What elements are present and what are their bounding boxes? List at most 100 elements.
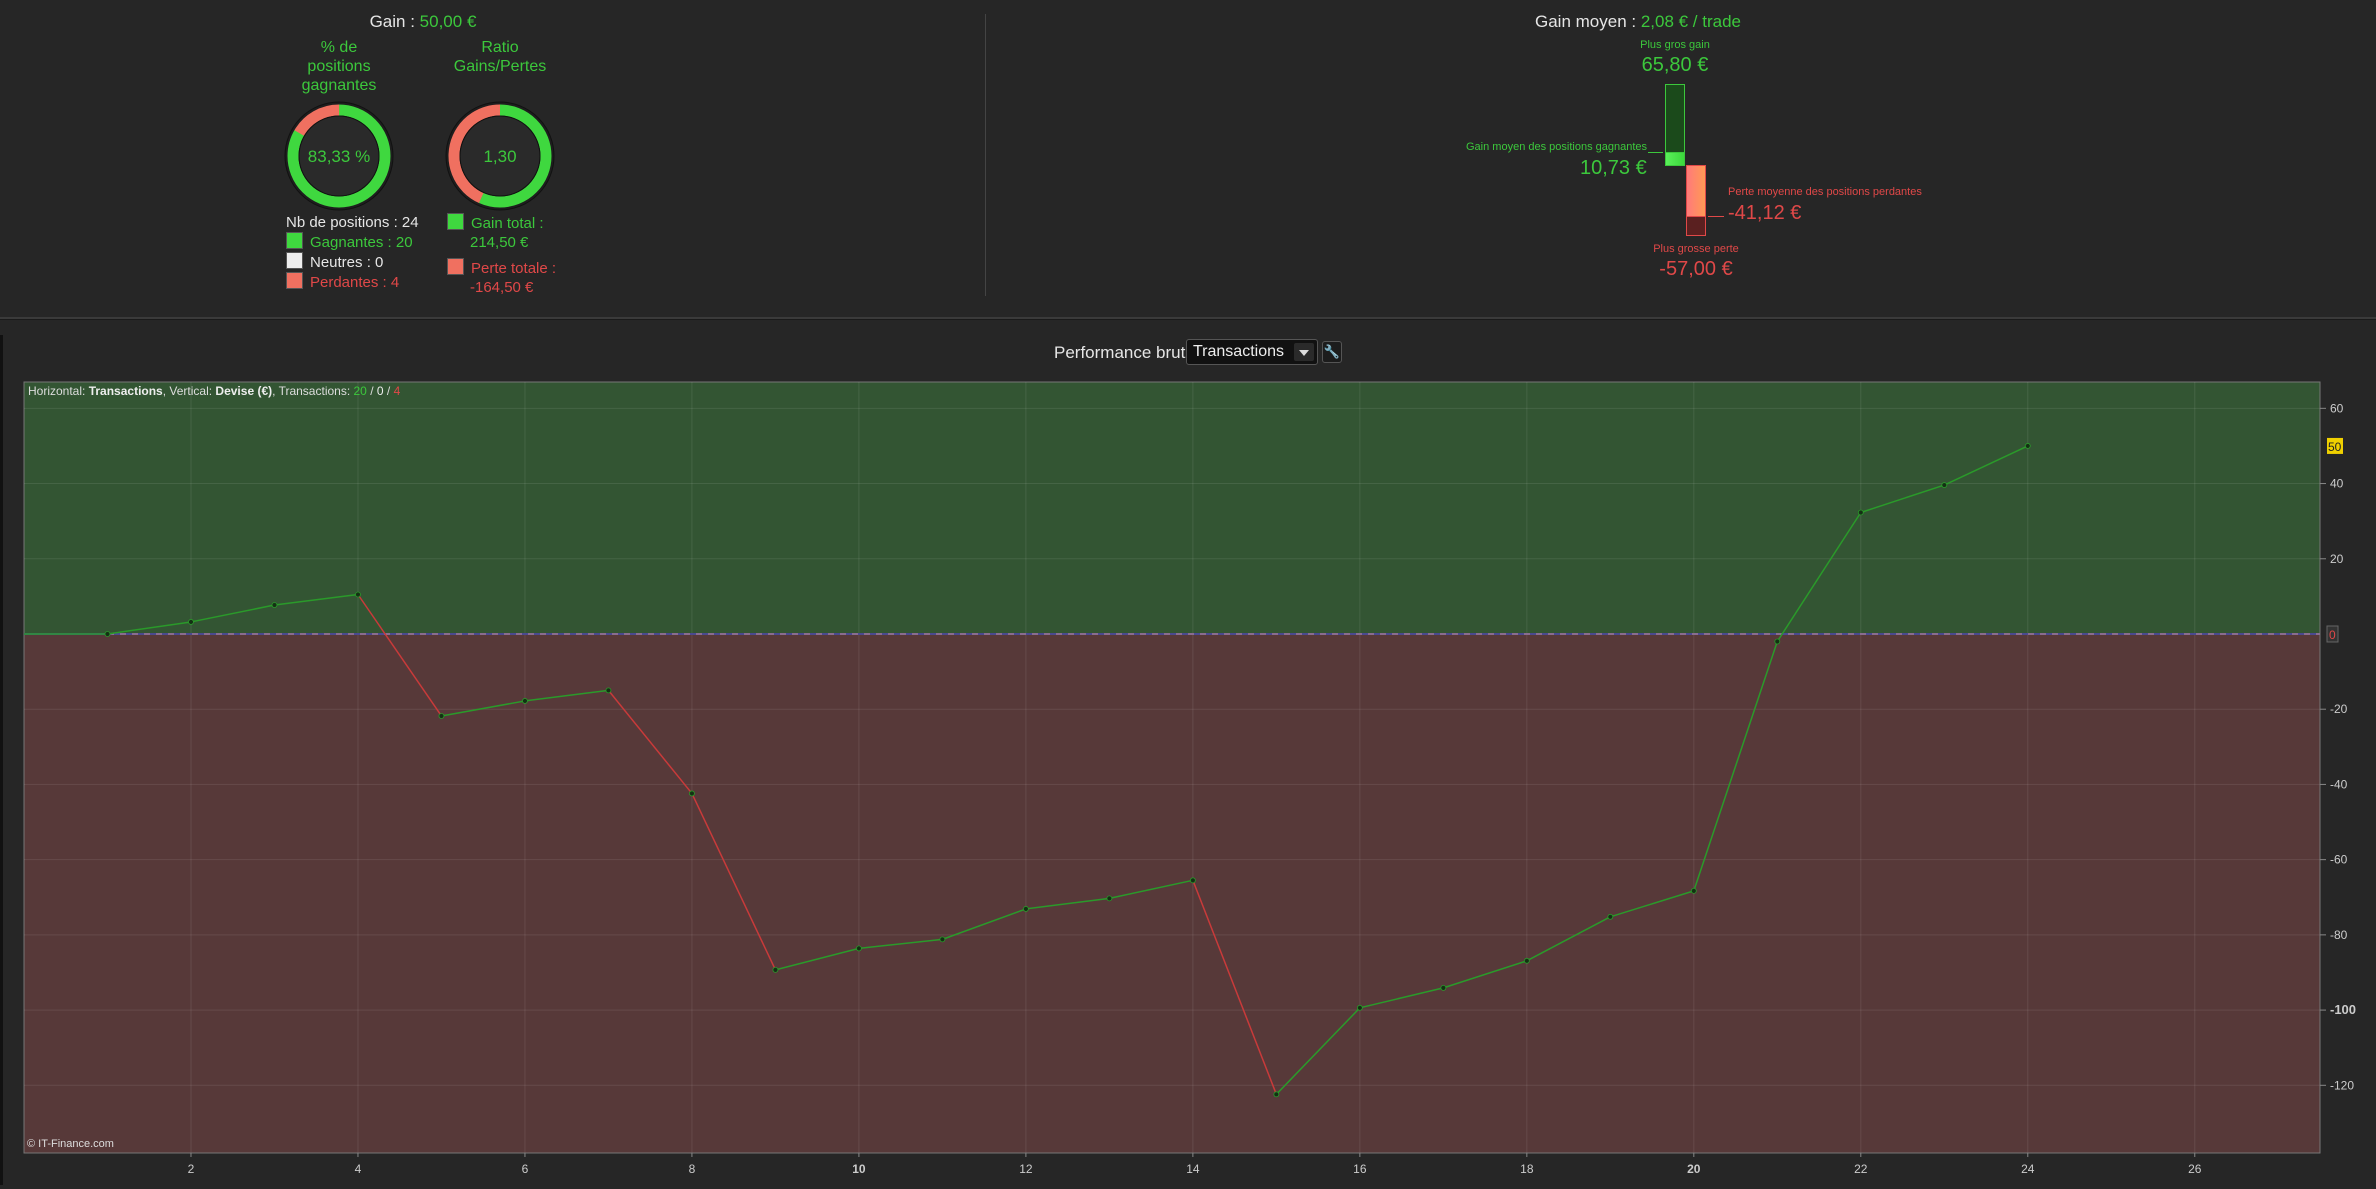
donut-gain-arc <box>448 104 552 208</box>
y-tick-label: -80 <box>2330 928 2348 942</box>
win-pct-donut <box>284 101 394 211</box>
y-tick-label: -40 <box>2330 777 2348 791</box>
series-segment <box>858 938 943 950</box>
data-point <box>689 790 695 797</box>
ratio-title: Ratio Gains/Pertes <box>454 38 546 76</box>
negative-zone <box>24 633 2320 1153</box>
y-tick-label: -60 <box>2330 853 2348 867</box>
gain-value: 50,00 € <box>419 12 477 31</box>
biggest-loss-label: Plus grosse perte <box>1653 243 1739 255</box>
x-tick-label: 6 <box>522 1162 529 1176</box>
data-point <box>522 698 528 704</box>
series-segment <box>1776 512 1862 642</box>
gain-moyen-label: Gain moyen : <box>1534 12 1641 31</box>
x-tick-label: 4 <box>355 1162 362 1176</box>
series-segment <box>274 593 359 606</box>
red-swatch <box>286 272 303 289</box>
legend-gagnantes: Gagnantes : 20 <box>286 232 419 252</box>
title-line: gagnantes <box>301 77 377 94</box>
x-tick-label: 24 <box>2021 1162 2035 1176</box>
data-point <box>772 966 779 973</box>
series-segment <box>357 594 443 717</box>
biggest-loss-bar <box>1686 216 1706 236</box>
y-tick-label: -120 <box>2330 1078 2354 1092</box>
series-segment <box>775 947 860 971</box>
data-point <box>1189 877 1196 884</box>
y-tick-label: -100 <box>2330 1002 2356 1017</box>
data-point <box>1607 913 1614 920</box>
series-segment <box>1693 641 1779 892</box>
series-segment <box>1860 484 1945 514</box>
gain-label: Gain : <box>369 12 420 31</box>
series-segment <box>1610 890 1695 918</box>
totals-legend: Gain total : 214,50 € Perte totale : -164,… <box>447 213 556 297</box>
zero-label: 0 <box>2329 628 2336 642</box>
series-segment <box>1526 916 1611 962</box>
data-point <box>939 936 946 943</box>
donut-center <box>459 115 541 197</box>
legend-neutres: Neutres : 0 <box>286 252 419 272</box>
data-point <box>1356 1004 1363 1011</box>
performance-chart: 2 4 6 8 10 12 14 16 18 20 22 24 26604020-20-40-60-80… <box>23 381 2356 1176</box>
green-swatch <box>447 213 464 230</box>
data-point <box>188 619 194 625</box>
chart-info-part: , Transactions: <box>272 384 353 398</box>
plot-border <box>23 381 2321 1154</box>
avg-win-value: 10,73 € <box>1580 157 1647 179</box>
data-point <box>1857 509 1864 516</box>
gain-total-value: 214,50 € <box>470 234 529 251</box>
data-point <box>2024 443 2031 449</box>
x-tick-label: 20 <box>1687 1162 1701 1176</box>
mode-select[interactable]: Transactions <box>1186 339 1318 365</box>
series-segment <box>1275 1007 1361 1095</box>
current-value-label: 50 <box>2328 440 2342 454</box>
data-point <box>104 631 111 637</box>
biggest-gain-label: Plus gros gain <box>1640 39 1710 51</box>
chart-info-part: Horizontal: <box>28 384 89 398</box>
donut-center <box>298 115 380 197</box>
series-segment <box>441 700 526 717</box>
series-segment <box>1109 879 1194 900</box>
series-segment <box>942 908 1027 941</box>
gain-total-label: Gain total : <box>471 215 544 232</box>
legend-text: Perdantes : 4 <box>310 274 400 291</box>
data-point <box>1106 895 1113 902</box>
x-tick-label: 8 <box>689 1162 696 1176</box>
gain-moyen-value: 2,08 € / trade <box>1640 12 1742 31</box>
x-tick-label: 16 <box>1353 1162 1367 1176</box>
data-point <box>1273 1091 1280 1098</box>
win-pct-title: % de positions gagnantes <box>302 38 377 95</box>
series-segment <box>524 689 609 702</box>
chart-title: Performance brute <box>1054 343 1195 362</box>
chart-info-part: / <box>367 384 377 398</box>
avg-loss-value: -41,12 € <box>1728 202 1802 224</box>
positive-zone <box>24 382 2320 634</box>
biggest-loss-value: -57,00 € <box>1659 258 1733 280</box>
title-line: Gains/Pertes <box>453 58 547 75</box>
chart-info-part: Transactions <box>89 384 163 398</box>
zero-label-box <box>2326 625 2339 643</box>
y-tick-label: 60 <box>2330 401 2344 415</box>
series-segment <box>607 689 693 794</box>
y-tick-label: 40 <box>2330 477 2344 491</box>
wrench-icon[interactable]: 🔧 <box>1322 341 1342 363</box>
chart-info-part: / <box>384 384 394 398</box>
legend-text: Neutres : 0 <box>310 254 384 271</box>
series-segment <box>107 621 192 635</box>
data-point <box>438 713 445 719</box>
chevron-down-icon[interactable] <box>1294 343 1314 361</box>
nb-positions: Nb de positions : 24 <box>286 214 419 231</box>
title-line: % de <box>320 39 358 56</box>
watermark: © IT-Finance.com <box>27 1138 114 1150</box>
data-point <box>1941 482 1948 488</box>
biggest-gain-value: 65,80 € <box>1641 54 1709 76</box>
title-line: positions <box>307 58 371 75</box>
series-segment <box>1025 897 1110 910</box>
avg-win-bar <box>1665 152 1685 166</box>
data-point <box>856 945 862 952</box>
chart-info-part: Devise (€) <box>215 384 272 398</box>
chart-info-part: , Vertical: <box>163 384 216 398</box>
x-tick-label: 10 <box>852 1162 866 1176</box>
x-tick-label: 2 <box>188 1162 195 1176</box>
gain-total: Gain total : 214,50 € <box>447 213 556 252</box>
